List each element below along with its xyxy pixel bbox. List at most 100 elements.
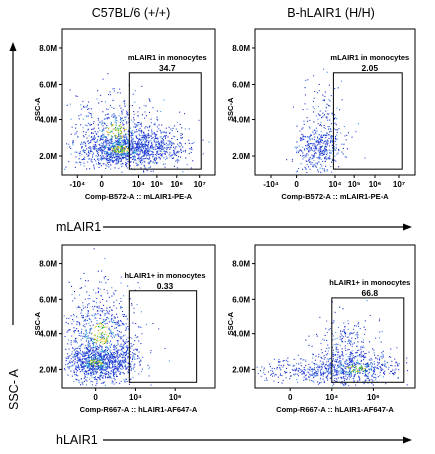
event-point (89, 348, 91, 350)
event-point (89, 345, 91, 347)
event-point (325, 158, 327, 160)
event-point (140, 146, 142, 148)
event-point (70, 365, 72, 367)
event-point (158, 146, 160, 148)
event-point (114, 359, 116, 361)
event-point (123, 130, 125, 132)
event-point (88, 355, 90, 357)
event-point (378, 337, 380, 339)
event-point (80, 384, 82, 386)
event-point (102, 139, 104, 141)
event-point (149, 147, 151, 149)
event-point (125, 315, 127, 317)
event-point (332, 360, 334, 362)
event-point (101, 358, 103, 360)
event-point (120, 118, 122, 120)
event-point (156, 134, 158, 136)
event-point (160, 141, 162, 143)
event-point (103, 357, 105, 359)
event-point (144, 150, 146, 152)
event-point (113, 375, 115, 377)
event-point (67, 339, 69, 341)
event-point (171, 143, 173, 145)
event-point (119, 140, 121, 142)
event-point (109, 333, 111, 335)
event-point (319, 114, 321, 116)
event-point (358, 369, 360, 371)
event-point (81, 369, 83, 371)
event-point (122, 150, 124, 152)
event-point (133, 117, 135, 119)
event-point (108, 363, 110, 365)
event-point (96, 322, 98, 324)
event-point (92, 365, 94, 367)
event-point (316, 127, 318, 129)
event-point (118, 144, 120, 146)
event-point (329, 369, 331, 371)
event-point (306, 140, 308, 142)
event-point (320, 147, 322, 149)
event-point (111, 343, 113, 345)
event-point (154, 160, 156, 162)
event-point (359, 366, 361, 368)
event-point (107, 142, 109, 144)
event-point (99, 301, 101, 303)
event-point (114, 357, 116, 359)
event-point (116, 120, 118, 122)
event-point (115, 323, 117, 325)
event-point (93, 372, 95, 374)
event-point (133, 353, 135, 355)
event-point (321, 357, 323, 359)
event-point (90, 375, 92, 377)
event-point (164, 347, 166, 349)
event-point (323, 339, 325, 341)
event-point (91, 361, 93, 363)
event-point (118, 142, 120, 144)
event-point (120, 307, 122, 309)
event-point (323, 355, 325, 357)
event-point (127, 366, 129, 368)
event-point (122, 122, 124, 124)
event-point (350, 341, 352, 343)
event-point (272, 370, 274, 372)
event-point (148, 142, 150, 144)
event-point (272, 375, 274, 377)
event-point (91, 364, 93, 366)
event-point (135, 147, 137, 149)
event-point (115, 117, 117, 119)
event-point (91, 374, 93, 376)
event-point (313, 164, 315, 166)
event-point (100, 142, 102, 144)
event-point (126, 151, 128, 153)
event-point (94, 141, 96, 143)
event-point (80, 378, 82, 380)
event-point (320, 373, 322, 375)
event-point (114, 115, 116, 117)
event-point (335, 160, 337, 162)
event-point (123, 156, 125, 158)
event-point (358, 349, 360, 351)
event-point (322, 94, 324, 96)
event-point (149, 100, 151, 102)
event-point (198, 119, 200, 121)
event-point (112, 155, 114, 157)
event-point (76, 95, 78, 97)
event-point (111, 149, 113, 151)
event-point (110, 130, 112, 132)
event-point (339, 366, 341, 368)
event-point (88, 149, 90, 151)
event-point (300, 154, 302, 156)
event-point (122, 354, 124, 356)
event-point (325, 165, 327, 167)
event-point (359, 372, 361, 374)
event-point (351, 371, 353, 373)
event-point (91, 136, 93, 138)
event-point (332, 159, 334, 161)
x-tick-label: 0 (100, 180, 105, 189)
event-point (137, 157, 139, 159)
event-point (97, 357, 99, 359)
event-point (179, 146, 181, 148)
x-tick-label: 10⁵ (348, 180, 361, 189)
event-point (106, 337, 108, 339)
event-point (100, 158, 102, 160)
